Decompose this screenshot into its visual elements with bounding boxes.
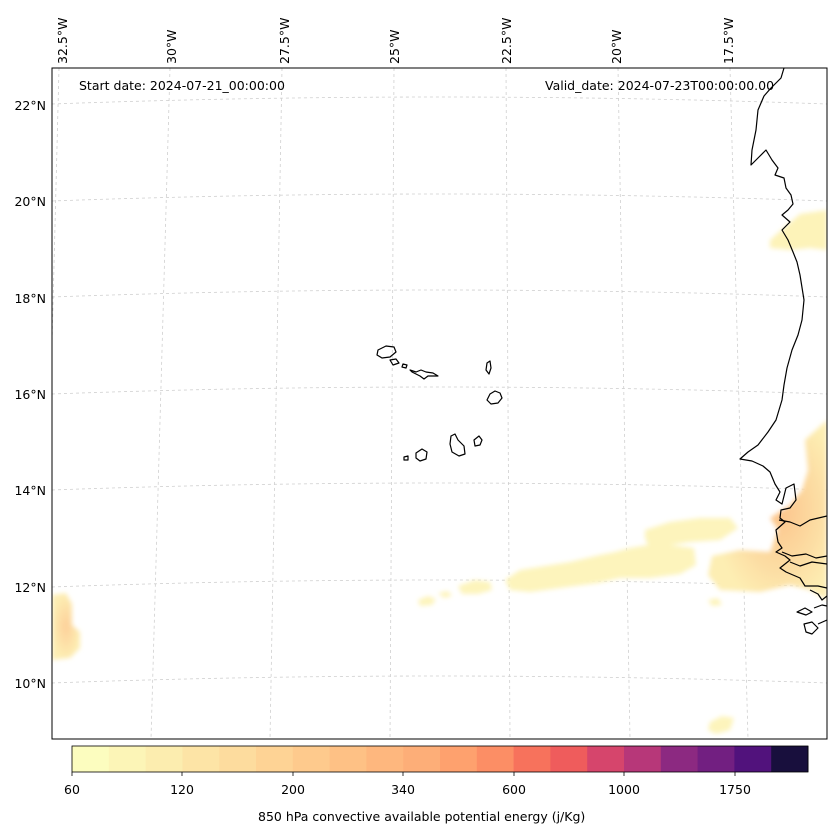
parallel-gridlines <box>52 96 827 684</box>
colorbar-segment <box>292 746 331 772</box>
island-brava <box>403 455 409 461</box>
cape-verde-islands <box>376 345 503 462</box>
island-sao-nicolau <box>409 369 439 380</box>
colorbar-tick-120: 120 <box>170 782 194 797</box>
colorbar-title: 850 hPa convective available potential e… <box>258 809 586 824</box>
cape-dot-12n-a <box>418 596 436 606</box>
colorbar-segment <box>182 746 220 772</box>
colorbar-segment <box>734 746 772 772</box>
cape-band-12n-west <box>458 580 492 594</box>
lat-label-16n: 16°N <box>14 387 46 402</box>
colorbar-segment <box>476 746 515 772</box>
colorbar-segments <box>72 746 809 772</box>
cape-band-12n <box>505 518 738 592</box>
colorbar-tick-60: 60 <box>64 782 80 797</box>
colorbar-segment <box>403 746 441 772</box>
lat-label-20n: 20°N <box>14 194 46 209</box>
colorbar-segment <box>697 746 735 772</box>
colorbar-segment <box>145 746 183 772</box>
colorbar-segment <box>72 746 110 772</box>
island-sal <box>485 360 492 375</box>
start-date-label: Start date: 2024-07-21_00:00:00 <box>79 78 285 93</box>
island-fogo <box>415 448 428 462</box>
meridian-gridlines <box>52 68 749 739</box>
island-boa-vista <box>486 390 503 405</box>
colorbar-segment <box>624 746 662 772</box>
colorbar-segment <box>219 746 257 772</box>
colorbar-segment <box>513 746 551 772</box>
colorbar-segment <box>660 746 699 772</box>
colorbar-segment <box>550 746 588 772</box>
cape-area-mauritania <box>770 210 827 250</box>
island-santa-luzia <box>401 363 408 369</box>
colorbar-tick-340: 340 <box>391 782 415 797</box>
lat-label-14n: 14°N <box>14 483 46 498</box>
coastline <box>739 68 827 635</box>
colorbar-segment <box>256 746 294 772</box>
colorbar-segment <box>440 746 478 772</box>
colorbar-tick-1000: 1000 <box>608 782 640 797</box>
colorbar <box>71 745 809 776</box>
cape-area-senegal <box>708 420 827 600</box>
lat-label-18n: 18°N <box>14 291 46 306</box>
island-santiago <box>449 433 466 457</box>
island-maio <box>473 435 483 447</box>
colorbar-tick-600: 600 <box>502 782 526 797</box>
cape-dot-12n-b <box>438 591 452 598</box>
cape-area-south <box>708 716 734 734</box>
colorbar-tick-200: 200 <box>281 782 305 797</box>
colorbar-segment <box>108 746 147 772</box>
map-frame <box>51 67 828 740</box>
cape-area-west-edge <box>52 593 80 660</box>
lat-label-12n: 12°N <box>14 580 46 595</box>
island-santo-antao <box>376 345 397 359</box>
colorbar-segment <box>366 746 404 772</box>
valid-date-label: Valid_date: 2024-07-23T00:00:00.00 <box>545 78 775 93</box>
island-sao-vicente <box>389 358 400 366</box>
colorbar-segment <box>771 746 809 772</box>
lat-label-22n: 22°N <box>14 98 46 113</box>
colorbar-segment <box>329 746 367 772</box>
colorbar-segment <box>587 746 625 772</box>
colorbar-tick-1750: 1750 <box>719 782 751 797</box>
cape-dot-12n-c <box>708 598 722 606</box>
lat-label-10n: 10°N <box>14 676 46 691</box>
